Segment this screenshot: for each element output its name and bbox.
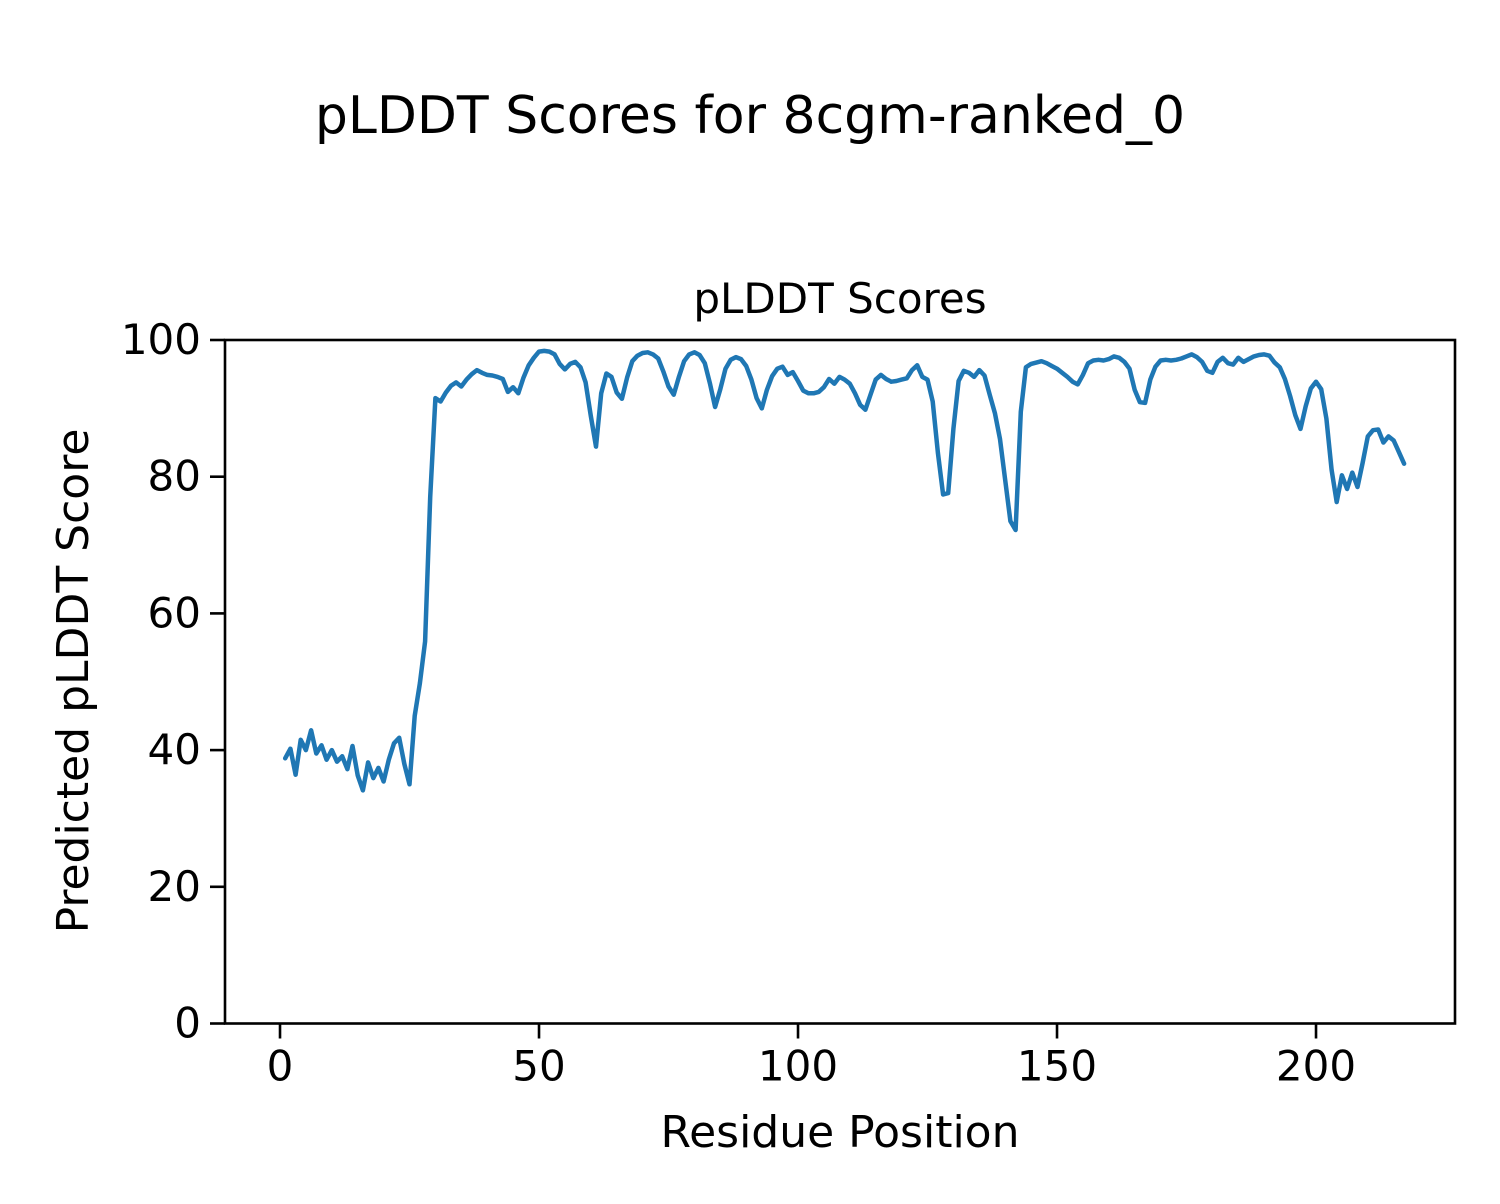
- y-tick-label: 80: [148, 452, 201, 501]
- y-tick-label: 0: [174, 999, 201, 1048]
- x-axis-label: Residue Position: [660, 1107, 1019, 1158]
- y-axis-label: Predicted pLDDT Score: [48, 429, 99, 934]
- x-tick-label: 150: [1017, 1042, 1097, 1091]
- y-tick-label: 40: [148, 725, 201, 774]
- y-tick-label: 20: [148, 862, 201, 911]
- y-tick-label: 100: [121, 315, 201, 364]
- y-axis-ticks: 0 20 40 60 80 100: [121, 315, 225, 1048]
- plddt-series-line: [282, 348, 1407, 793]
- figure-suptitle: pLDDT Scores for 8cgm-ranked_0: [315, 86, 1185, 146]
- x-axis-ticks: 0 50 100 150 200: [267, 1023, 1356, 1091]
- x-tick-label: 0: [267, 1042, 294, 1091]
- x-tick-label: 200: [1276, 1042, 1356, 1091]
- y-tick-label: 60: [148, 588, 201, 637]
- x-tick-label: 50: [512, 1042, 565, 1091]
- axes-spines: [223, 338, 1457, 1025]
- axes-title: pLDDT Scores: [693, 274, 986, 323]
- x-tick-label: 100: [758, 1042, 838, 1091]
